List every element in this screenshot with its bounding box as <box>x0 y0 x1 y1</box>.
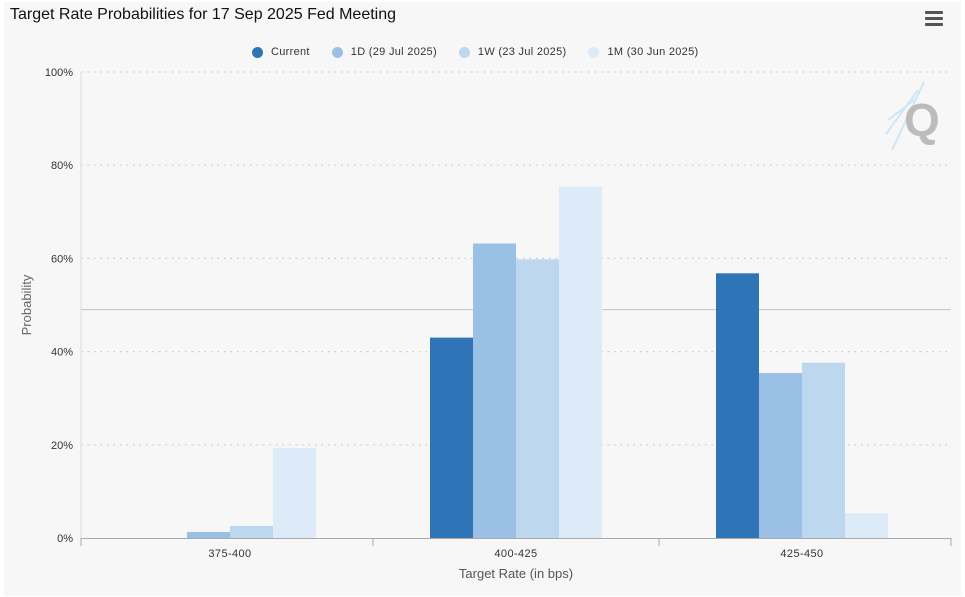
bar[interactable] <box>802 362 845 538</box>
x-tick-label: 375-400 <box>208 548 251 560</box>
x-axis-title: Target Rate (in bps) <box>459 566 573 581</box>
legend-item[interactable]: 1M (30 Jun 2025) <box>588 46 698 58</box>
watermark-letter: Q <box>904 94 940 146</box>
legend-swatch-icon <box>588 46 600 58</box>
legend-label: 1D (29 Jul 2025) <box>350 46 437 58</box>
legend-swatch-icon <box>331 46 343 58</box>
x-tick-label: 425-450 <box>780 548 823 560</box>
y-tick-label: 20% <box>51 440 73 452</box>
x-tick-label: 400-425 <box>494 548 537 560</box>
y-tick-label: 80% <box>51 160 73 172</box>
bar[interactable] <box>273 448 316 538</box>
bar[interactable] <box>516 259 559 538</box>
legend-label: 1M (30 Jun 2025) <box>607 46 699 58</box>
quandl-logo-icon: Q <box>885 81 940 151</box>
bar[interactable] <box>187 531 230 538</box>
bar[interactable] <box>845 513 888 538</box>
y-tick-label: 40% <box>51 347 73 359</box>
legend-item[interactable]: 1D (29 Jul 2025) <box>331 46 437 58</box>
legend-swatch-icon <box>252 46 263 58</box>
legend-item[interactable]: Current <box>252 46 310 58</box>
bar[interactable] <box>716 273 759 538</box>
menu-icon[interactable] <box>925 11 943 26</box>
bar[interactable] <box>430 337 473 538</box>
legend-label: Current <box>271 46 310 58</box>
y-tick-label: 100% <box>45 67 73 79</box>
bar[interactable] <box>759 373 802 538</box>
legend-label: 1W (23 Jul 2025) <box>477 46 567 58</box>
bar[interactable] <box>559 186 602 539</box>
y-tick-label: 0% <box>57 533 73 545</box>
legend-item[interactable]: 1W (23 Jul 2025) <box>458 46 567 58</box>
legend: Current 1D (29 Jul 2025) 1W (23 Jul 2025) 1… <box>252 42 721 62</box>
legend-swatch-icon <box>458 46 470 58</box>
chart-title: Target Rate Probabilities for 17 Sep 202… <box>10 6 397 23</box>
bar[interactable] <box>473 243 516 538</box>
bar[interactable] <box>230 525 273 538</box>
y-tick-label: 60% <box>51 253 73 265</box>
y-axis-title: Probability <box>19 274 34 335</box>
